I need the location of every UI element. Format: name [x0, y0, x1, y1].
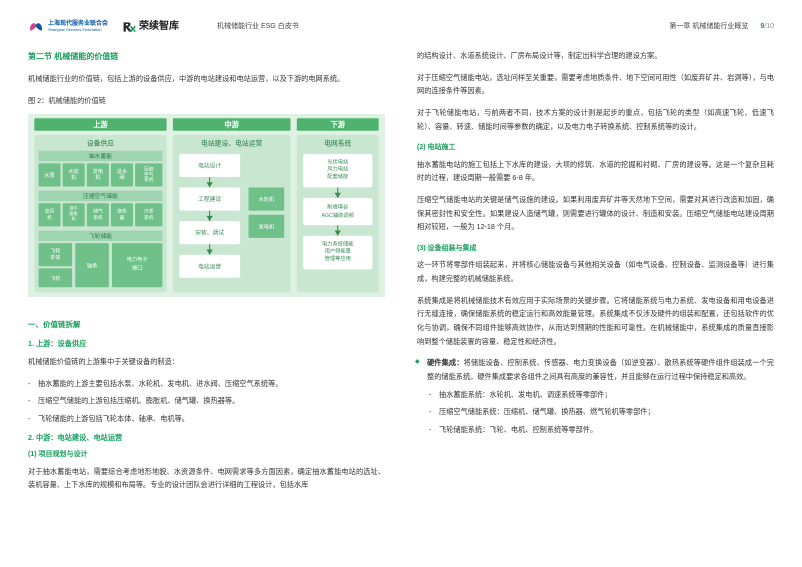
svg-text:电力系统储能: 电力系统储能 — [322, 239, 354, 247]
svg-text:接口: 接口 — [132, 263, 143, 271]
para-r7: 系统集成是将机械储能技术有效应用于实际场景的关键步骤。它将储能系统与电力系统、发… — [417, 294, 774, 349]
svg-text:配套储能: 配套储能 — [327, 172, 349, 180]
para-r4: 抽水蓄能电站的施工包括上下水库的建设，大坝的修筑、水道的挖掘和衬砌、厂房的建设等… — [417, 158, 774, 185]
h3-assembly: (3) 设备组装与集成 — [417, 242, 774, 255]
svg-text:轴承: 轴承 — [87, 261, 98, 269]
upstream-r1: 水泵 水轮机 发电机 进水阀 压缩空气系统 — [39, 163, 163, 186]
section-title: 第二节 机械储能的价值链 — [28, 49, 385, 64]
svg-text:抽水蓄能: 抽水蓄能 — [89, 152, 112, 160]
hw-sub-list: 抽水蓄能系统：水轮机、发电机、调速系统等零部件； 压缩空气储能系统：压缩机、储气… — [417, 388, 774, 437]
svg-text:系统: 系统 — [144, 176, 154, 183]
svg-text:电力电子: 电力电子 — [127, 255, 148, 263]
svg-text:电站运营: 电站运营 — [198, 262, 221, 270]
svg-text:风力电站: 风力电站 — [327, 164, 349, 172]
para-r3: 对于飞轮储能电站，与前两者不同，技术方案的设计则是起步的重点，包括飞轮的类型（如… — [417, 106, 774, 133]
upstream-intro: 机械储能价值链的上游集中于关键设备的制造： — [28, 355, 385, 369]
right-column: 的结构设计、水道系统设计、厂房布局设计等，制定出科学合理的建设方案。 对于压缩空… — [417, 49, 774, 500]
svg-text:发电机: 发电机 — [258, 222, 274, 230]
svg-text:水轮机: 水轮机 — [258, 195, 274, 203]
svg-text:AGC辅助调频: AGC辅助调频 — [322, 210, 355, 218]
svg-text:飞轮: 飞轮 — [50, 246, 61, 254]
svg-text:压缩: 压缩 — [144, 165, 154, 172]
para-r1: 的结构设计、水道系统设计、厂房布局设计等，制定出科学合理的建设方案。 — [417, 49, 774, 63]
list-item: 硬件集成：将储能设备、控制系统、传感器、电力变换设备（如逆变器）、散热系统等硬件… — [427, 356, 774, 383]
value-chain-diagram: 上游 中游 下游 设备供应 抽水蓄能 水泵 水轮机 发电机 进水阀 压缩空气系统 — [28, 114, 385, 298]
svg-text:电站设计: 电站设计 — [198, 161, 221, 169]
upstream-list: 抽水蓄能的上游主要包括水泵、水轮机、发电机、进水阀、压缩空气系统等。 压缩空气储… — [28, 377, 385, 426]
list-item: 抽水蓄能系统：水轮机、发电机、调速系统等零部件； — [439, 388, 774, 402]
h2-midstream: 2. 中游：电站建设、电站运营 — [28, 431, 385, 445]
svg-text:设备供应: 设备供应 — [87, 138, 114, 147]
svg-text:空压: 空压 — [45, 207, 55, 214]
svg-text:下游: 下游 — [330, 120, 345, 129]
planning-para: 对于抽水蓄能电站，需要综合考虑地形地貌、水资源条件、电网需求等多方面因素，确定抽… — [28, 465, 385, 492]
h1-vc-breakdown: 一、价值链拆解 — [28, 318, 385, 332]
para-r5: 压缩空气储能电站的关键是储气设施的建设。如果利用废弃矿井等天然地下空间，需要对其… — [417, 193, 774, 234]
svg-text:中游: 中游 — [224, 120, 239, 129]
svg-text:进水: 进水 — [117, 166, 128, 174]
svg-text:工程建设: 工程建设 — [198, 195, 221, 203]
svg-text:发电: 发电 — [93, 166, 104, 174]
svg-text:飞轮: 飞轮 — [50, 273, 61, 281]
svg-text:本体: 本体 — [50, 252, 61, 260]
svg-text:水轮: 水轮 — [68, 166, 79, 174]
svg-text:削峰填谷: 削峰填谷 — [327, 202, 349, 210]
svg-text:机: 机 — [95, 173, 101, 181]
page-number: 9/10 — [760, 21, 774, 33]
svg-text:上游: 上游 — [93, 120, 108, 129]
h3-construction: (2) 电站施工 — [417, 141, 774, 154]
svg-text:电站建设、电站运营: 电站建设、电站运营 — [201, 138, 263, 147]
rx-logo-icon — [122, 20, 136, 34]
page-header: 上海现代服务业联合会 Shanghai Services Federation … — [28, 18, 774, 35]
logo-rx: 荣续智库 — [122, 18, 179, 35]
svg-text:机: 机 — [47, 214, 52, 221]
svg-text:光伏电站: 光伏电站 — [327, 157, 349, 165]
svg-text:管理等应用: 管理等应用 — [325, 253, 351, 261]
list-item: 压缩空气储能的上游包括压缩机、膨胀机、储气罐、换热器等。 — [38, 394, 385, 408]
h2-upstream: 1. 上游：设备供应 — [28, 337, 385, 351]
svg-text:水泵: 水泵 — [44, 171, 55, 179]
ssf-name-en: Shanghai Services Federation — [48, 28, 108, 32]
list-item: 压缩空气储能系统：压缩机、储气罐、换热器、燃气轮机等零部件； — [439, 405, 774, 419]
svg-text:系统: 系统 — [144, 214, 154, 221]
svg-text:安装、调试: 安装、调试 — [195, 228, 224, 236]
svg-text:电网系统: 电网系统 — [324, 138, 351, 147]
svg-text:用户侧能量: 用户侧能量 — [325, 246, 351, 254]
rx-name: 荣续智库 — [139, 18, 179, 35]
content-area: 第二节 机械储能的价值链 机械储能行业的价值链，包括上游的设备供应，中游的电站建… — [28, 49, 774, 500]
svg-text:空气: 空气 — [144, 170, 154, 177]
upstream-r3: 飞轮本体 飞轮 轴承 电力电子接口 — [39, 243, 163, 287]
svg-text:机: 机 — [71, 173, 77, 181]
svg-text:储气: 储气 — [93, 207, 103, 214]
h3-planning: (1) 项目规划与设计 — [28, 448, 385, 461]
doc-title: 机械储能行业 ESG 白皮书 — [217, 21, 299, 33]
svg-text:飞轮储能: 飞轮储能 — [89, 231, 112, 239]
list-item: 飞轮储能系统：飞轮、电机、控制系统等零部件。 — [439, 423, 774, 437]
ssf-logo-icon — [28, 20, 44, 34]
left-column: 第二节 机械储能的价值链 机械储能行业的价值链，包括上游的设备供应，中游的电站建… — [28, 49, 385, 500]
figure-label: 图 2：机械储能的价值链 — [28, 94, 385, 108]
svg-text:器: 器 — [120, 215, 125, 221]
intro-para: 机械储能行业的价值链，包括上游的设备供应，中游的电站建设和电站运营，以及下游的电… — [28, 72, 385, 86]
list-item: 飞轮储能的上游包括飞轮本体、轴承、电机等。 — [38, 412, 385, 426]
logo-ssf: 上海现代服务业联合会 Shanghai Services Federation — [28, 20, 108, 34]
para-r2: 对于压缩空气储能电站，选址问样至关重要，需要考虑地质条件、地下空间可用性（如废弃… — [417, 71, 774, 98]
chapter-label: 第一章 机械储能行业概览 — [669, 21, 748, 33]
hw-integration-list: 硬件集成：将储能设备、控制系统、传感器、电力变换设备（如逆变器）、散热系统等硬件… — [417, 356, 774, 383]
svg-text:阀: 阀 — [119, 173, 124, 181]
svg-text:压缩空气储能: 压缩空气储能 — [83, 192, 118, 200]
para-r6: 这一环节将零部件组装起来，并将核心储能设备与其他相关设备（如电气设备、控制设备、… — [417, 258, 774, 285]
svg-text:换热: 换热 — [117, 207, 127, 214]
svg-text:系统: 系统 — [93, 214, 103, 221]
svg-text:冷却: 冷却 — [144, 207, 154, 214]
list-item: 抽水蓄能的上游主要包括水泵、水轮机、发电机、进水阀、压缩空气系统等。 — [38, 377, 385, 391]
upstream-r2: 空压机 透平膨胀机 储气系统 换热器 冷却系统 — [39, 203, 163, 226]
